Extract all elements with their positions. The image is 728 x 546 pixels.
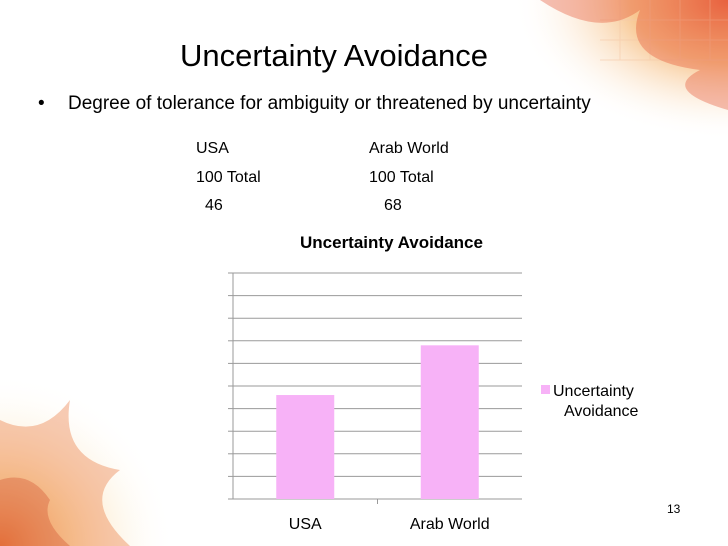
category-label-arab-world: Arab World: [409, 516, 490, 533]
usa-scale: 100 Total: [196, 169, 261, 186]
arab-scale: 100 Total: [369, 169, 434, 186]
bullet-symbol: •: [38, 93, 45, 114]
slide-title: Uncertainty Avoidance: [180, 38, 488, 73]
arab-name: Arab World: [369, 140, 449, 157]
slide-number: 13: [667, 502, 681, 516]
chart-title: Uncertainty Avoidance: [300, 233, 483, 252]
legend-label-line-1: Uncertainty: [553, 383, 634, 400]
category-label-usa: USA: [288, 516, 322, 533]
legend-swatch: [541, 385, 550, 395]
bullet-item: • Degree of tolerance for ambiguity or th…: [38, 92, 591, 116]
arab-score: 68: [384, 197, 402, 214]
bar-usa: [276, 395, 335, 499]
bullet-text: Degree of tolerance for ambiguity or thr…: [68, 93, 591, 114]
usa-name: USA: [196, 140, 229, 157]
bar-arab-world: [420, 345, 479, 499]
usa-score: 46: [205, 197, 223, 214]
legend-label-line-2: Avoidance: [564, 403, 639, 420]
chart-legend: Uncertainty Avoidance: [541, 382, 638, 422]
